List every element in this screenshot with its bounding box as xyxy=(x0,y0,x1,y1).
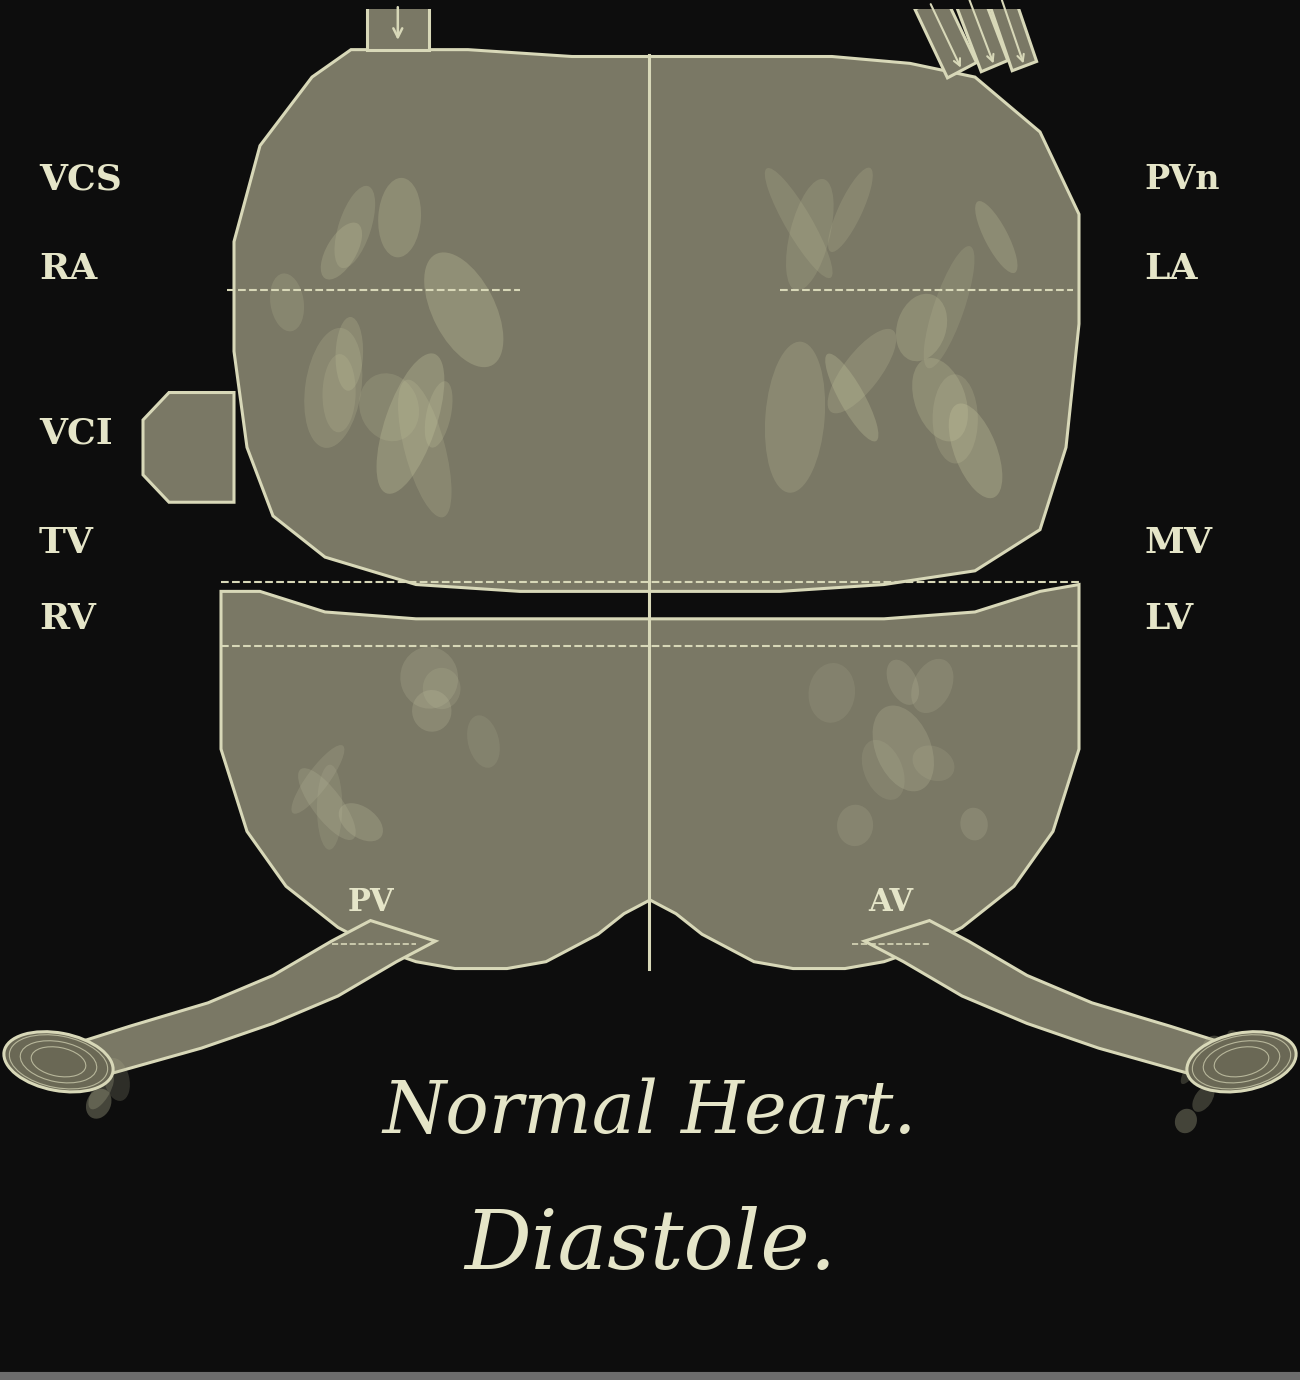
Text: PV: PV xyxy=(347,887,394,918)
Polygon shape xyxy=(52,920,436,1075)
Ellipse shape xyxy=(298,769,356,840)
Text: LV: LV xyxy=(1144,602,1193,636)
Ellipse shape xyxy=(400,647,458,709)
Ellipse shape xyxy=(339,803,384,842)
Ellipse shape xyxy=(4,1032,113,1092)
Polygon shape xyxy=(234,50,1079,592)
Ellipse shape xyxy=(949,403,1002,498)
Ellipse shape xyxy=(270,273,304,331)
Ellipse shape xyxy=(86,1089,112,1119)
Ellipse shape xyxy=(304,328,363,448)
Ellipse shape xyxy=(828,328,896,413)
Ellipse shape xyxy=(913,745,954,781)
Ellipse shape xyxy=(896,294,948,362)
Ellipse shape xyxy=(321,222,363,280)
Ellipse shape xyxy=(47,1041,61,1079)
Ellipse shape xyxy=(29,1052,47,1076)
Polygon shape xyxy=(367,1,429,50)
Ellipse shape xyxy=(837,805,874,846)
Polygon shape xyxy=(956,0,1008,72)
Ellipse shape xyxy=(398,380,451,518)
Text: LA: LA xyxy=(1144,253,1197,286)
Ellipse shape xyxy=(872,705,933,791)
Ellipse shape xyxy=(378,178,421,257)
Ellipse shape xyxy=(359,373,419,442)
Ellipse shape xyxy=(826,353,879,442)
Ellipse shape xyxy=(425,381,452,447)
Ellipse shape xyxy=(975,201,1018,273)
Ellipse shape xyxy=(1180,1047,1208,1085)
Ellipse shape xyxy=(322,355,356,432)
Ellipse shape xyxy=(64,1050,84,1089)
Text: Normal Heart.: Normal Heart. xyxy=(382,1078,918,1148)
Text: VCI: VCI xyxy=(39,417,113,451)
Ellipse shape xyxy=(424,253,503,367)
Polygon shape xyxy=(143,392,234,502)
Text: RV: RV xyxy=(39,602,96,636)
Ellipse shape xyxy=(104,1058,130,1101)
Ellipse shape xyxy=(334,186,376,268)
Ellipse shape xyxy=(1227,1029,1257,1070)
Ellipse shape xyxy=(924,246,975,368)
Text: Diastole.: Diastole. xyxy=(464,1206,836,1286)
Ellipse shape xyxy=(1201,1035,1226,1065)
Ellipse shape xyxy=(809,662,855,723)
Text: VCS: VCS xyxy=(39,163,122,197)
Ellipse shape xyxy=(467,715,499,767)
Ellipse shape xyxy=(1175,1108,1197,1133)
Ellipse shape xyxy=(786,179,833,291)
Ellipse shape xyxy=(335,317,363,391)
Polygon shape xyxy=(864,920,1248,1075)
Text: AV: AV xyxy=(868,887,913,918)
Ellipse shape xyxy=(862,740,905,800)
Ellipse shape xyxy=(961,807,988,840)
Polygon shape xyxy=(989,0,1036,70)
Ellipse shape xyxy=(1230,1041,1245,1063)
Text: MV: MV xyxy=(1144,526,1212,560)
Ellipse shape xyxy=(911,658,953,713)
Ellipse shape xyxy=(828,167,872,253)
Ellipse shape xyxy=(377,353,445,494)
Ellipse shape xyxy=(422,668,460,709)
Text: TV: TV xyxy=(39,526,94,560)
Ellipse shape xyxy=(412,690,451,731)
Ellipse shape xyxy=(932,374,978,464)
Polygon shape xyxy=(221,585,1079,969)
Polygon shape xyxy=(915,0,976,77)
Ellipse shape xyxy=(764,342,826,493)
Ellipse shape xyxy=(887,660,919,705)
Ellipse shape xyxy=(913,357,968,442)
Ellipse shape xyxy=(88,1072,114,1110)
Text: RA: RA xyxy=(39,253,98,286)
Ellipse shape xyxy=(291,745,344,814)
Ellipse shape xyxy=(1192,1085,1214,1112)
Text: PVn: PVn xyxy=(1144,163,1219,196)
Ellipse shape xyxy=(1187,1032,1296,1092)
Ellipse shape xyxy=(764,168,832,279)
Ellipse shape xyxy=(317,765,342,850)
